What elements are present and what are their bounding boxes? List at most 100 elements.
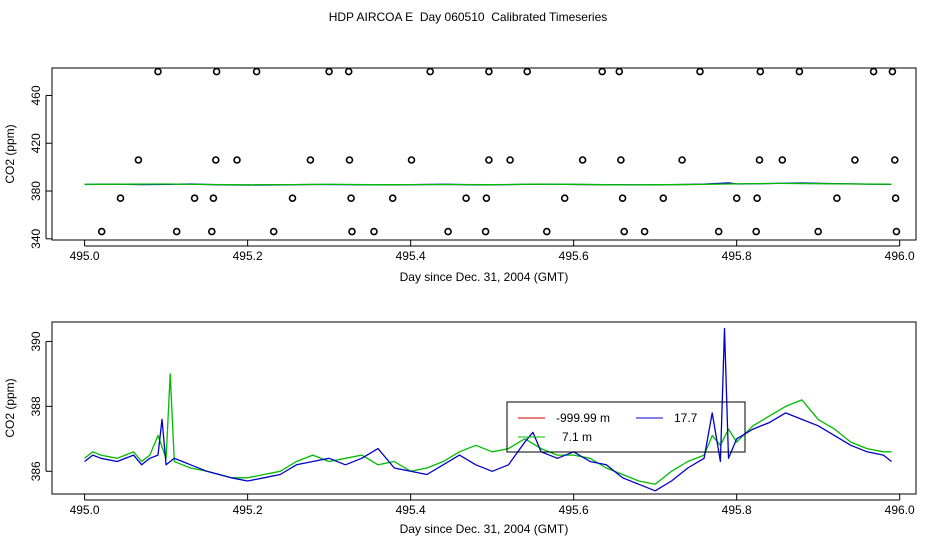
scatter-point — [756, 67, 765, 76]
y-axis: 386 388 390 — [29, 331, 52, 481]
scatter-point — [482, 194, 491, 202]
scatter-point — [732, 194, 741, 202]
scatter-point — [444, 227, 452, 236]
bottom-panel: 495.0 495.2 495.4 495.6 495.8 496.0 386 388 390… — [3, 321, 917, 536]
x-tick-label: 495.4 — [396, 249, 426, 263]
scatter-point — [212, 67, 221, 76]
x-tick-label: 495.0 — [70, 249, 100, 263]
x-tick-label: 495.6 — [559, 503, 589, 517]
scatter-point — [892, 227, 901, 236]
scatter-point — [795, 67, 804, 76]
scatter-point — [344, 67, 353, 76]
legend-label: -999.99 m — [556, 411, 610, 425]
scatter-point — [325, 67, 333, 76]
scatter-point — [890, 156, 899, 164]
scatter-point — [752, 227, 761, 236]
scatter-point — [814, 227, 823, 236]
series-line — [84, 327, 892, 492]
y-tick-label: 386 — [29, 461, 43, 481]
scatter-point — [370, 227, 378, 236]
scatter-point — [388, 194, 397, 202]
scatter-point — [154, 67, 162, 76]
scatter-point — [615, 67, 624, 76]
scatter-point — [888, 67, 897, 76]
x-tick-label: 495.8 — [722, 503, 752, 517]
scatter-point — [208, 227, 216, 236]
legend-box — [506, 401, 746, 453]
scatter-point — [869, 67, 878, 76]
scatter-point — [618, 194, 627, 202]
x-tick-label: 496.0 — [885, 503, 915, 517]
x-tick-label: 495.2 — [233, 249, 263, 263]
y-tick-label: 380 — [29, 181, 43, 201]
scatter-point — [753, 194, 761, 202]
x-axis: 495.0 495.2 495.4 495.6 495.8 496.0 — [70, 240, 915, 263]
scatter-point — [523, 67, 532, 76]
scatter-point — [345, 156, 354, 164]
legend: -999.99 m 17.7 7.1 m — [506, 401, 746, 453]
series-lines — [84, 327, 892, 492]
y-axis: 340 380 420 460 — [29, 85, 52, 249]
x-tick-label: 496.0 — [885, 249, 915, 263]
scatter-point — [426, 67, 435, 76]
scatter-point — [755, 156, 764, 164]
scatter-point — [481, 227, 490, 236]
x-axis-label: Day since Dec. 31, 2004 (GMT) — [400, 270, 569, 284]
scatter-points — [97, 67, 901, 236]
scatter-point — [833, 194, 841, 202]
legend-label: 7.1 m — [562, 430, 592, 444]
scatter-point — [97, 227, 106, 236]
legend-label: 17.7 — [674, 411, 698, 425]
scatter-point — [598, 67, 607, 76]
scatter-point — [252, 67, 261, 76]
scatter-point — [485, 67, 493, 76]
scatter-point — [506, 156, 514, 164]
scatter-point — [233, 156, 241, 164]
scatter-point — [485, 156, 493, 164]
page-title: HDP AIRCOA E Day 060510 Calibrated Times… — [328, 10, 608, 24]
scatter-point — [288, 194, 297, 202]
y-tick-label: 390 — [29, 331, 43, 351]
scatter-point — [542, 227, 551, 236]
x-axis: 495.0 495.2 495.4 495.6 495.8 496.0 — [70, 494, 915, 517]
scatter-point — [578, 156, 587, 164]
scatter-point — [462, 194, 470, 202]
scatter-point — [407, 156, 416, 164]
scatter-point — [209, 194, 218, 202]
y-axis-label: CO2 (ppm) — [3, 124, 17, 183]
scatter-point — [640, 227, 649, 236]
x-tick-label: 495.0 — [70, 503, 100, 517]
scatter-point — [620, 227, 629, 236]
scatter-point — [116, 194, 125, 202]
scatter-point — [678, 156, 686, 164]
x-tick-label: 495.4 — [396, 503, 426, 517]
y-axis-label: CO2 (ppm) — [3, 378, 17, 437]
y-tick-label: 420 — [29, 133, 43, 153]
scatter-point — [891, 194, 900, 202]
scatter-point — [659, 194, 668, 202]
x-tick-label: 495.6 — [559, 249, 589, 263]
x-tick-label: 495.8 — [722, 249, 752, 263]
scatter-point — [269, 227, 278, 236]
plot-frame — [51, 67, 917, 241]
scatter-point — [190, 194, 199, 202]
plot-frame — [51, 321, 917, 495]
scatter-point — [696, 67, 704, 76]
scatter-point — [617, 156, 625, 164]
y-tick-label: 340 — [29, 228, 43, 248]
scatter-point — [778, 156, 787, 164]
y-tick-label: 460 — [29, 85, 43, 105]
series-line — [84, 182, 892, 186]
scatter-point — [134, 156, 143, 164]
scatter-point — [306, 156, 315, 164]
scatter-point — [212, 156, 220, 164]
top-panel: 495.0 495.2 495.4 495.6 495.8 496.0 340 380 420… — [3, 67, 917, 284]
y-tick-label: 388 — [29, 396, 43, 416]
series-line — [84, 373, 892, 485]
scatter-point — [347, 194, 355, 202]
x-tick-label: 495.2 — [233, 503, 263, 517]
x-axis-label: Day since Dec. 31, 2004 (GMT) — [400, 522, 569, 536]
series-lines — [84, 182, 892, 186]
scatter-point — [172, 227, 181, 236]
